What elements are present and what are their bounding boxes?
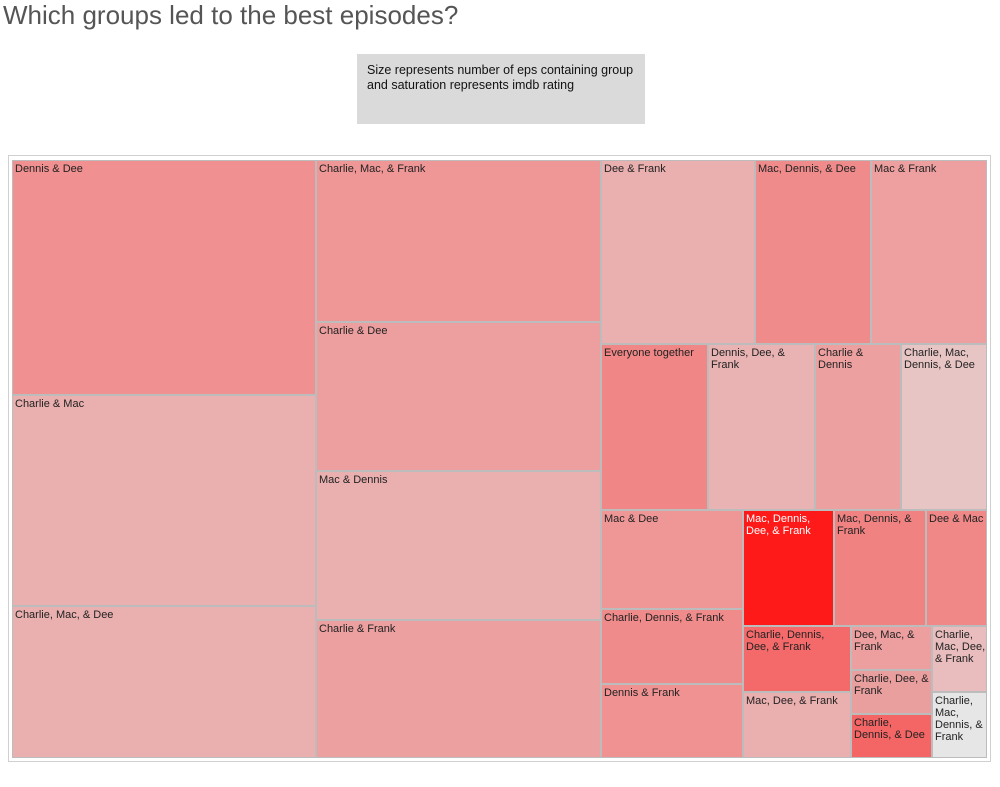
treemap-cell-label: Dee & Frank xyxy=(604,163,666,175)
treemap-cell-mac-and-dennis[interactable]: Mac & Dennis xyxy=(316,471,601,620)
treemap-cell-label: Dee, Mac, & Frank xyxy=(854,629,915,653)
treemap-cell-charlie-mac-and-dee[interactable]: Charlie, Mac, & Dee xyxy=(12,606,316,758)
treemap-chart: Dennis & Dee Charlie & Mac Charlie, Mac, &… xyxy=(12,160,987,758)
treemap-cell-charlie-mac-dee-and-frank[interactable]: Charlie, Mac, Dee, & Frank xyxy=(932,626,987,692)
treemap-cell-label: Charlie, Dennis, Dee, & Frank xyxy=(746,629,825,653)
page-title: Which groups led to the best episodes? xyxy=(3,0,459,30)
treemap-cell-label: Charlie, Dee, & Frank xyxy=(854,673,929,697)
treemap-cell-charlie-and-frank[interactable]: Charlie & Frank xyxy=(316,620,601,758)
treemap-cell-charlie-and-dee[interactable]: Charlie & Dee xyxy=(316,322,601,471)
treemap-cell-dee-and-mac[interactable]: Dee & Mac xyxy=(926,510,987,626)
treemap-cell-mac-dee-and-frank[interactable]: Mac, Dee, & Frank xyxy=(743,692,851,758)
treemap-cell-label: Dee & Mac xyxy=(929,513,984,525)
treemap-cell-label: Mac & Dennis xyxy=(319,474,388,486)
treemap-cell-label: Charlie, Mac, Dennis, & Frank xyxy=(935,695,983,743)
treemap-cell-dennis-dee-and-frank[interactable]: Dennis, Dee, & Frank xyxy=(708,344,815,510)
treemap-cell-charlie-dennis-and-dee[interactable]: Charlie, Dennis, & Dee xyxy=(851,714,932,758)
treemap-cell-label: Charlie, Mac, Dennis, & Dee xyxy=(904,347,975,371)
treemap-cell-label: Dennis, Dee, & Frank xyxy=(711,347,785,371)
treemap-cell-dennis-and-dee[interactable]: Dennis & Dee xyxy=(12,160,316,395)
treemap-cell-mac-and-dee[interactable]: Mac & Dee xyxy=(601,510,743,609)
treemap-cell-label: Mac & Frank xyxy=(874,163,937,175)
treemap-cell-charlie-and-dennis[interactable]: Charlie & Dennis xyxy=(815,344,901,510)
treemap-cell-mac-dennis-and-frank[interactable]: Mac, Dennis, & Frank xyxy=(834,510,926,626)
treemap-cell-label: Mac, Dennis, & Frank xyxy=(837,513,912,537)
treemap-cell-label: Charlie, Dennis, & Frank xyxy=(604,612,724,624)
treemap-cell-label: Everyone together xyxy=(604,347,694,359)
treemap-cell-label: Dennis & Dee xyxy=(15,163,83,175)
treemap-cell-mac-dennis-and-dee[interactable]: Mac, Dennis, & Dee xyxy=(755,160,871,344)
treemap-cell-label: Mac, Dee, & Frank xyxy=(746,695,838,707)
treemap-cell-dennis-and-frank[interactable]: Dennis & Frank xyxy=(601,684,743,758)
treemap-cell-label: Charlie & Mac xyxy=(15,398,85,410)
treemap-cell-charlie-dee-and-frank[interactable]: Charlie, Dee, & Frank xyxy=(851,670,932,714)
treemap-cell-charlie-dennis-dee-and-frank[interactable]: Charlie, Dennis, Dee, & Frank xyxy=(743,626,851,692)
treemap-cell-label: Charlie, Mac, & Frank xyxy=(319,163,426,175)
treemap-cell-mac-dennis-dee-and-frank[interactable]: Mac, Dennis, Dee, & Frank xyxy=(743,510,834,626)
treemap-cell-label: Charlie, Dennis, & Dee xyxy=(854,717,925,741)
treemap-cell-label: Charlie & Dennis xyxy=(818,347,864,371)
treemap-cell-charlie-and-mac[interactable]: Charlie & Mac xyxy=(12,395,316,606)
treemap-cell-dee-and-frank[interactable]: Dee & Frank xyxy=(601,160,755,344)
treemap-cell-label: Dennis & Frank xyxy=(604,687,680,699)
treemap-cell-charlie-mac-dennis-and-dee[interactable]: Charlie, Mac, Dennis, & Dee xyxy=(901,344,987,510)
size-color-legend-note: Size represents number of eps containing… xyxy=(357,54,645,124)
treemap-cell-label: Mac, Dennis, & Dee xyxy=(758,163,856,175)
treemap-cell-label: Charlie, Mac, & Dee xyxy=(15,609,114,621)
treemap-cell-everyone-together[interactable]: Everyone together xyxy=(601,344,708,510)
treemap-cell-charlie-dennis-and-frank[interactable]: Charlie, Dennis, & Frank xyxy=(601,609,743,684)
treemap-cell-label: Charlie & Frank xyxy=(319,623,396,635)
treemap-cell-label: Mac, Dennis, Dee, & Frank xyxy=(746,513,811,537)
treemap-cell-dee-mac-and-frank[interactable]: Dee, Mac, & Frank xyxy=(851,626,932,670)
treemap-cell-label: Mac & Dee xyxy=(604,513,659,525)
treemap-cell-label: Charlie, Mac, Dee, & Frank xyxy=(935,629,986,665)
treemap-cell-label: Charlie & Dee xyxy=(319,325,388,337)
treemap-cell-mac-and-frank[interactable]: Mac & Frank xyxy=(871,160,987,344)
treemap-cell-charlie-mac-dennis-and-frank[interactable]: Charlie, Mac, Dennis, & Frank xyxy=(932,692,987,758)
treemap-cell-charlie-mac-and-frank[interactable]: Charlie, Mac, & Frank xyxy=(316,160,601,322)
